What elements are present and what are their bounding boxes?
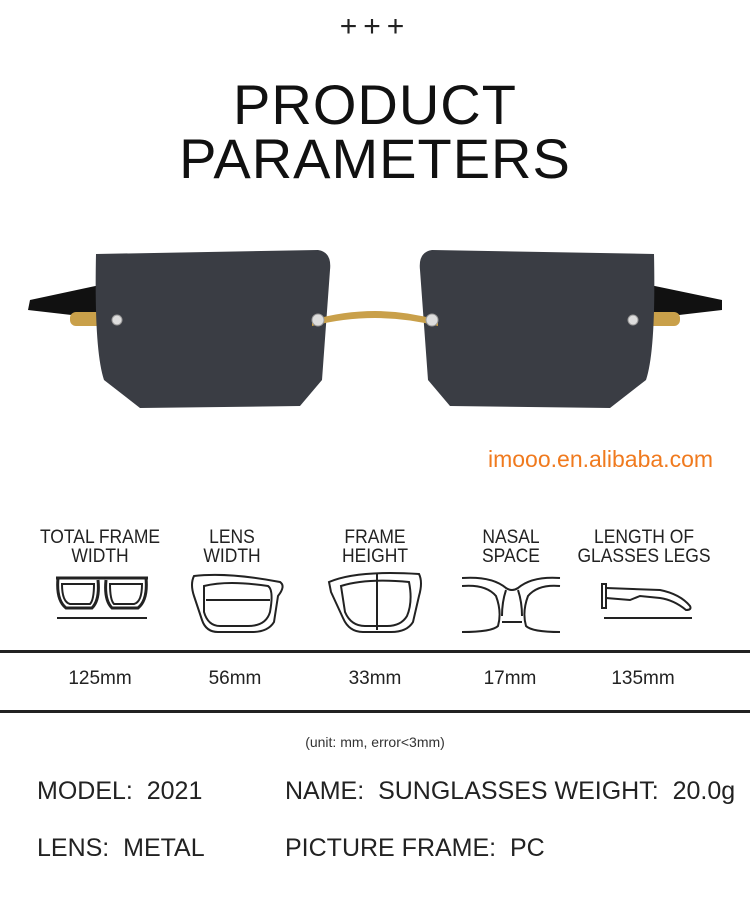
lens-width-icon: [191, 573, 284, 633]
title-line-1: PRODUCT: [233, 73, 517, 136]
value-lens-width: 56mm: [208, 668, 262, 689]
label-nasal-space: NASAL SPACE: [482, 527, 540, 567]
table-top-divider: [0, 650, 750, 653]
nasal-space-icon: [462, 576, 561, 633]
left-lens: [95, 250, 331, 408]
right-lens: [419, 250, 655, 408]
decoration-plus: +++: [339, 10, 411, 43]
spec-lens: LENS: METAL: [37, 834, 205, 862]
title-line-2: PARAMETERS: [179, 127, 571, 190]
value-frame-height: 33mm: [348, 668, 402, 689]
label-frame-height: FRAME HEIGHT: [341, 527, 409, 567]
bridge: [312, 311, 438, 326]
sunglasses-image: [28, 250, 722, 408]
spec-model: MODEL: 2021: [37, 777, 203, 805]
page-title: PRODUCT PARAMETERS: [0, 73, 750, 190]
label-lens-width: LENS WIDTH: [203, 527, 261, 567]
right-temple: [636, 285, 722, 320]
value-total-frame-width: 125mm: [68, 668, 132, 689]
value-nasal-space: 17mm: [483, 668, 537, 689]
glasses-front-icon: [56, 576, 148, 619]
label-total-frame-width: TOTAL FRAME WIDTH: [39, 527, 161, 567]
unit-note: (unit: mm, error<3mm): [305, 734, 445, 750]
spec-name-weight: NAME: SUNGLASSES WEIGHT: 20.0g: [285, 777, 736, 805]
temple-length-icon: [601, 583, 692, 619]
spec-picture-frame: PICTURE FRAME: PC: [285, 834, 545, 862]
label-legs-length: LENGTH OF GLASSES LEGS: [577, 527, 711, 567]
frame-height-icon: [327, 572, 422, 633]
watermark: imooo.en.alibaba.com: [488, 446, 714, 472]
table-bottom-divider: [0, 710, 750, 713]
left-temple: [28, 285, 115, 320]
value-legs-length: 135mm: [611, 668, 675, 689]
